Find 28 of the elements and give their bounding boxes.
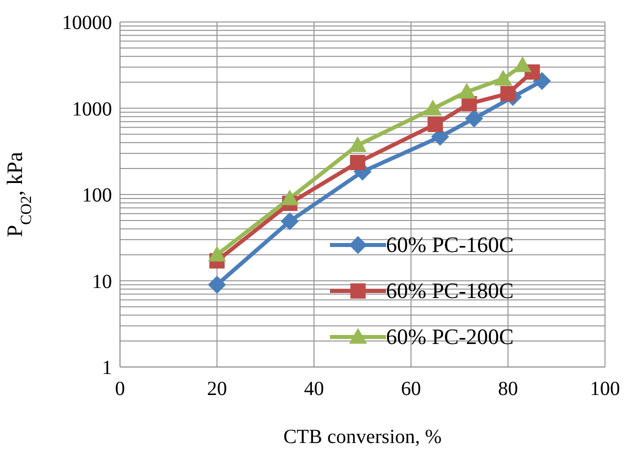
x-tick-label: 0 [115, 378, 125, 400]
x-tick-label: 100 [590, 378, 620, 400]
point [428, 116, 443, 132]
x-tick-label: 20 [207, 378, 227, 400]
y-tick-label: 1 [102, 357, 112, 380]
point [280, 189, 299, 206]
point [348, 136, 367, 152]
x-tick-label: 60 [401, 378, 421, 400]
point [208, 246, 226, 262]
point [208, 276, 226, 294]
x-tick-label: 40 [304, 378, 324, 400]
y-tick-label: 100 [82, 184, 112, 207]
y-tick-label: 1000 [72, 98, 112, 120]
y-tick-label: 10 [92, 270, 112, 293]
legend-label: 60% PC-200C [386, 324, 514, 350]
point [424, 100, 442, 116]
y-tick-label: 10000 [62, 12, 112, 34]
point [514, 56, 532, 72]
point [458, 82, 476, 99]
point [494, 70, 512, 86]
point [280, 212, 299, 230]
legend-label: 60% PC-180C [386, 278, 514, 304]
point [465, 110, 484, 128]
point [500, 86, 516, 102]
legend-label: 60% PC-160C [386, 232, 514, 258]
point [350, 154, 366, 170]
x-tick-label: 80 [498, 378, 518, 400]
x-axis-title: CTB conversion, % [283, 426, 442, 448]
